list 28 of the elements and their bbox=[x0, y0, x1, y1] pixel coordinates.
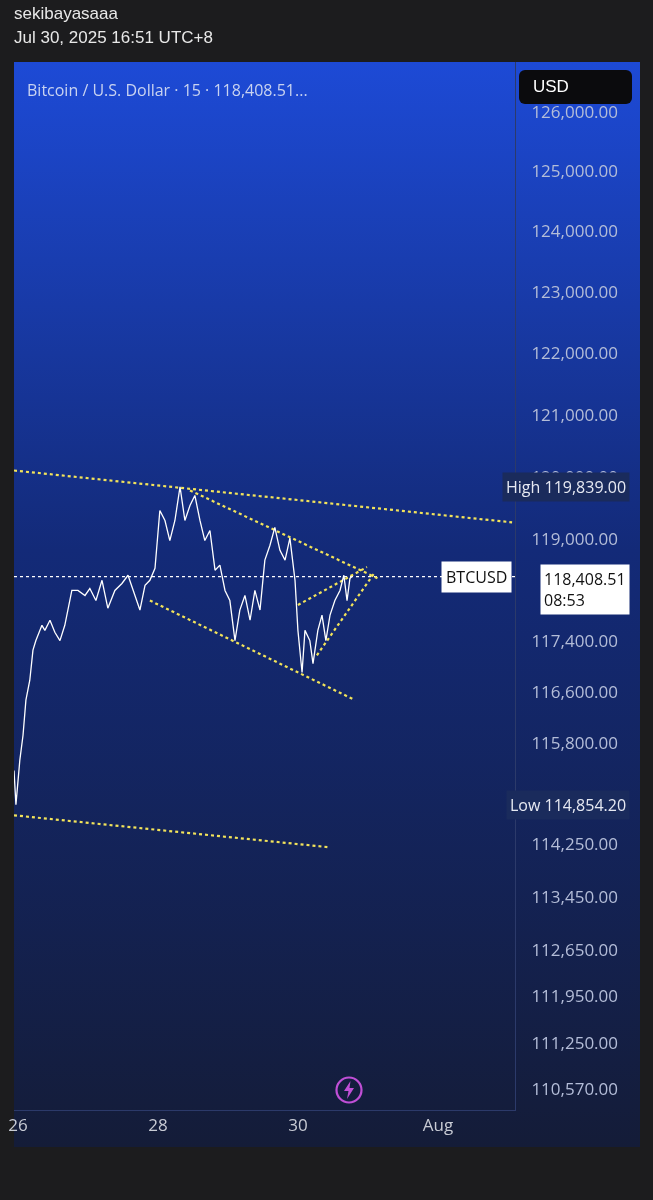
text: sekibayasaaa bbox=[14, 4, 118, 24]
y-tick-label: 114,250.00 bbox=[531, 832, 619, 856]
annotation: Low 114,854.20 bbox=[510, 794, 627, 816]
x-tick-label: 26 bbox=[8, 1113, 28, 1137]
y-tick-label: 111,950.00 bbox=[531, 984, 619, 1008]
text: USD bbox=[533, 77, 569, 96]
ref-line-label: BTCUSD bbox=[446, 566, 508, 588]
annotation: High 119,839.00 bbox=[506, 476, 627, 498]
text: 118,408.51 08:53 bbox=[544, 568, 626, 611]
y-tick-label: 117,400.00 bbox=[531, 628, 619, 652]
text: Bitcoin / U.S. Dollar · 15 · 118,408.51... bbox=[27, 78, 308, 101]
y-tick-label: 125,000.00 bbox=[531, 159, 619, 183]
y-tick-label: 122,000.00 bbox=[531, 341, 619, 365]
x-tick-label: 28 bbox=[148, 1113, 168, 1137]
text: Jul 30, 2025 16:51 UTC+8 bbox=[14, 28, 213, 48]
y-tick-label: 113,450.00 bbox=[531, 884, 619, 908]
x-tick-label: 30 bbox=[288, 1113, 308, 1137]
y-tick-label: 126,000.00 bbox=[531, 99, 619, 123]
y-tick-label: 123,000.00 bbox=[531, 279, 619, 303]
y-tick-label: 112,650.00 bbox=[531, 937, 619, 961]
y-tick-label: 124,000.00 bbox=[531, 219, 619, 243]
x-tick-label: Aug bbox=[422, 1113, 454, 1137]
y-tick-label: 119,000.00 bbox=[531, 527, 619, 551]
y-tick-label: 110,570.00 bbox=[531, 1076, 619, 1100]
y-tick-label: 116,600.00 bbox=[531, 679, 619, 703]
y-tick-label: 111,250.00 bbox=[531, 1031, 619, 1055]
y-tick-label: 115,800.00 bbox=[531, 731, 619, 755]
y-tick-label: 121,000.00 bbox=[531, 402, 619, 426]
